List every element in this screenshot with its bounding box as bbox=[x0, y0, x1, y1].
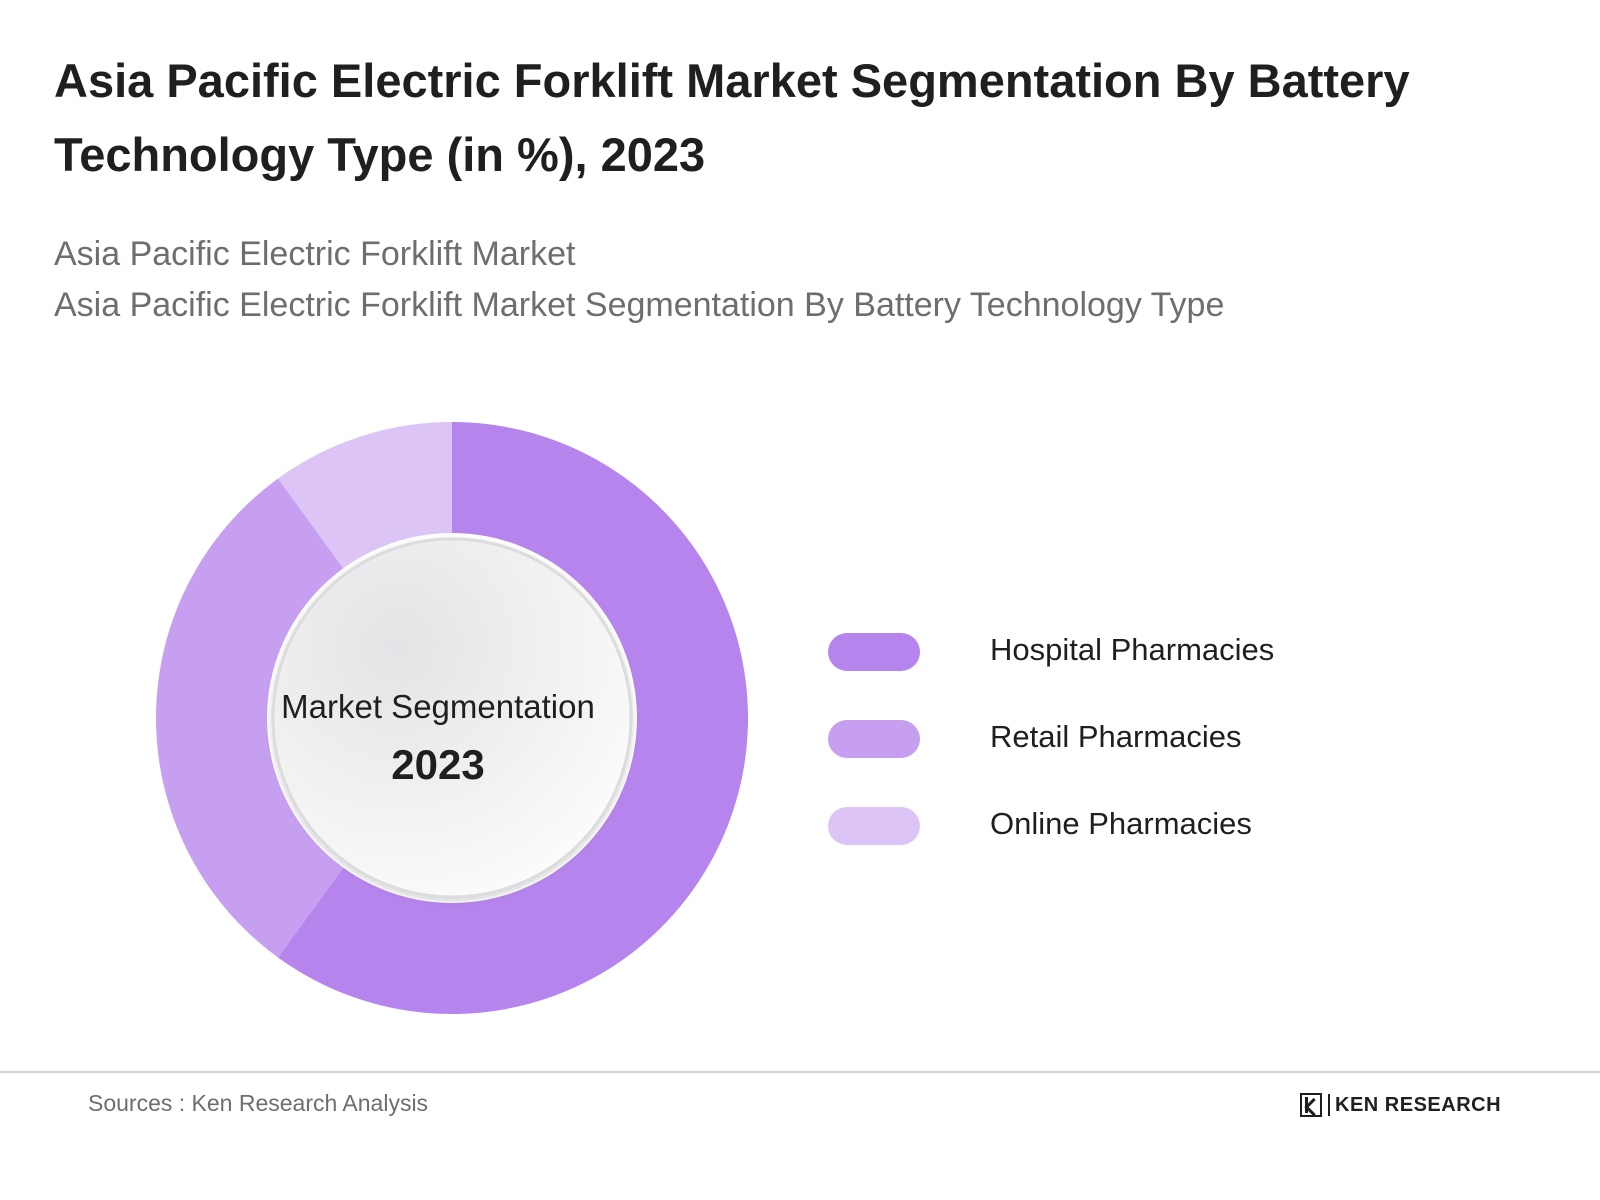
legend-item-online-pharmacies: Online Pharmacies bbox=[828, 790, 1388, 877]
footer-divider bbox=[0, 1071, 1600, 1073]
donut-slices bbox=[155, 422, 748, 1014]
brand-name: KEN RESEARCH bbox=[1335, 1093, 1502, 1116]
center-year: 2023 bbox=[391, 741, 484, 788]
donut-center-disc bbox=[271, 537, 633, 899]
brand-logo: KEN RESEARCH bbox=[1300, 1090, 1501, 1120]
legend-label: Online Pharmacies bbox=[990, 806, 1252, 841]
chart-subtitle-segmentation: Asia Pacific Electric Forklift Market Se… bbox=[54, 286, 1225, 324]
center-label: Market Segmentation bbox=[281, 688, 595, 725]
chart-subtitle-market: Asia Pacific Electric Forklift Market bbox=[54, 235, 576, 273]
legend-swatch bbox=[828, 633, 920, 671]
legend-item-hospital-pharmacies: Hospital Pharmacies bbox=[828, 616, 1388, 703]
donut-slice-hospital-pharmacies bbox=[278, 422, 748, 1014]
source-note: Sources : Ken Research Analysis bbox=[88, 1090, 429, 1116]
legend-item-retail-pharmacies: Retail Pharmacies bbox=[828, 703, 1388, 790]
legend-label: Hospital Pharmacies bbox=[990, 632, 1275, 667]
legend-swatch bbox=[828, 720, 920, 758]
donut-slice-online-pharmacies bbox=[278, 422, 452, 571]
brand-separator bbox=[1328, 1094, 1330, 1116]
chart-title: Asia Pacific Electric Forklift Market Se… bbox=[54, 54, 1410, 181]
ken-research-logo-icon bbox=[1300, 1093, 1322, 1117]
legend-label: Retail Pharmacies bbox=[990, 719, 1242, 754]
chart-legend: Hospital Pharmacies Retail Pharmacies On… bbox=[828, 616, 1388, 877]
donut-slice-retail-pharmacies bbox=[155, 478, 346, 958]
legend-swatch bbox=[828, 807, 920, 845]
